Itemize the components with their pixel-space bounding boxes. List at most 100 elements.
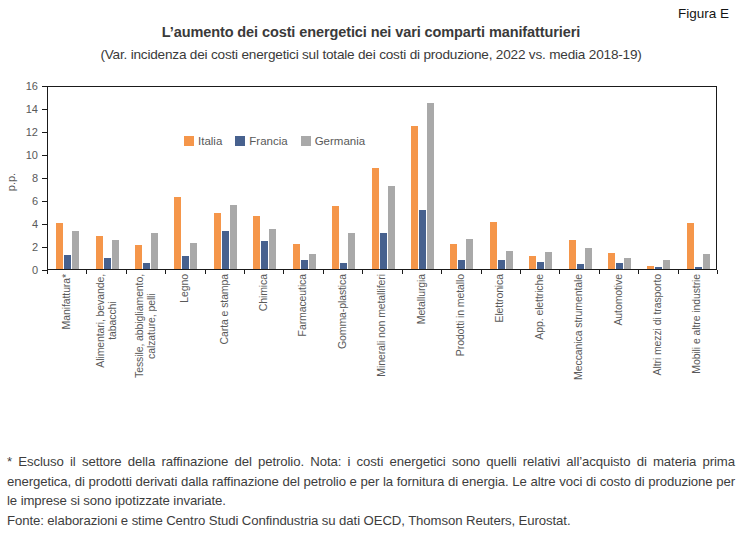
x-axis-label-cell: Tessile, abbigliamento, calzature, pelli bbox=[126, 274, 165, 426]
bar-italia bbox=[56, 223, 63, 269]
bar-italia bbox=[687, 223, 694, 269]
legend-swatch-germania bbox=[301, 136, 311, 146]
y-tick-mark bbox=[42, 201, 47, 202]
x-tick-mark bbox=[126, 270, 127, 274]
bar-italia bbox=[529, 256, 536, 269]
y-tick-mark bbox=[42, 155, 47, 156]
x-tick-mark bbox=[402, 270, 403, 274]
x-axis-label: Legno bbox=[179, 274, 191, 303]
x-axis-label: Altri mezzi di trasporto bbox=[652, 274, 664, 375]
x-axis-label: App. elettriche bbox=[534, 274, 546, 340]
x-axis-label-cell: Chimica bbox=[244, 274, 283, 426]
x-axis-label: Chimica bbox=[258, 274, 270, 311]
x-axis-label-cell: Prodotti in metallo bbox=[441, 274, 480, 426]
x-axis-label-cell: Alimentari, bevande, tabacchi bbox=[86, 274, 125, 426]
x-axis-label-cell: Meccanica strumentale bbox=[559, 274, 598, 426]
bar-italia bbox=[135, 245, 142, 269]
x-axis-label: Carta e stampa bbox=[219, 274, 231, 344]
bar-francia bbox=[222, 231, 229, 269]
y-tick-label: 0 bbox=[8, 264, 38, 276]
y-tick-mark bbox=[42, 224, 47, 225]
bar-germania bbox=[269, 229, 276, 269]
bar-germania bbox=[388, 186, 395, 269]
bar-italia bbox=[174, 197, 181, 269]
x-axis-label: Automotive bbox=[613, 274, 625, 326]
bar-germania bbox=[348, 233, 355, 269]
x-axis-label-cell: App. elettriche bbox=[520, 274, 559, 426]
y-tick-mark bbox=[42, 109, 47, 110]
y-tick-label: 8 bbox=[8, 172, 38, 184]
bar-francia bbox=[143, 263, 150, 269]
y-tick-mark bbox=[42, 132, 47, 133]
bar-francia bbox=[182, 256, 189, 269]
y-tick-mark bbox=[42, 247, 47, 248]
bar-francia bbox=[301, 260, 308, 269]
x-tick-mark bbox=[441, 270, 442, 274]
x-tick-mark bbox=[638, 270, 639, 274]
x-tick-mark bbox=[283, 270, 284, 274]
y-tick-mark bbox=[42, 86, 47, 87]
bar-francia bbox=[64, 255, 71, 269]
legend-label: Francia bbox=[249, 135, 287, 147]
bar-germania bbox=[230, 205, 237, 269]
bar-francia bbox=[340, 263, 347, 269]
bar-italia bbox=[608, 253, 615, 269]
legend-item-francia: Francia bbox=[235, 135, 287, 147]
bar-francia bbox=[537, 262, 544, 269]
bar-germania bbox=[545, 252, 552, 269]
y-tick-label: 4 bbox=[8, 218, 38, 230]
x-axis-label-cell: Metallurgia bbox=[402, 274, 441, 426]
bar-germania bbox=[466, 239, 473, 269]
x-tick-mark bbox=[520, 270, 521, 274]
legend-item-italia: Italia bbox=[184, 135, 222, 147]
x-tick-mark bbox=[323, 270, 324, 274]
x-axis-label-cell: Gomma-plastica bbox=[323, 274, 362, 426]
bar-germania bbox=[151, 233, 158, 269]
bar-italia bbox=[332, 206, 339, 269]
legend-swatch-italia bbox=[184, 136, 194, 146]
bar-italia bbox=[293, 244, 300, 269]
bar-italia bbox=[372, 168, 379, 269]
bar-germania bbox=[624, 258, 631, 270]
bar-italia bbox=[647, 266, 654, 269]
x-axis-label: Elettronica bbox=[494, 274, 506, 323]
bar-italia bbox=[96, 236, 103, 269]
x-axis-label: Gomma-plastica bbox=[337, 274, 349, 349]
x-tick-mark bbox=[678, 270, 679, 274]
legend-item-germania: Germania bbox=[301, 135, 366, 147]
x-tick-mark bbox=[165, 270, 166, 274]
bar-germania bbox=[72, 231, 79, 269]
bar-italia bbox=[450, 244, 457, 269]
y-tick-label: 14 bbox=[8, 103, 38, 115]
x-tick-mark bbox=[717, 270, 718, 274]
y-tick-label: 6 bbox=[8, 195, 38, 207]
bar-germania bbox=[112, 240, 119, 269]
bar-francia bbox=[695, 267, 702, 269]
x-tick-mark bbox=[559, 270, 560, 274]
bar-francia bbox=[261, 241, 268, 269]
x-axis-label-cell: Manifattura* bbox=[47, 274, 86, 426]
x-axis-label-cell: Automotive bbox=[599, 274, 638, 426]
y-tick-label: 16 bbox=[8, 80, 38, 92]
y-tick-label: 2 bbox=[8, 241, 38, 253]
bar-italia bbox=[214, 213, 221, 269]
bar-francia bbox=[577, 264, 584, 269]
bar-italia bbox=[411, 126, 418, 269]
legend: Italia Francia Germania bbox=[184, 135, 365, 147]
x-axis-label: Minerali non metalliferi bbox=[376, 274, 388, 377]
figure-page: Figura E L’aumento dei costi energetici … bbox=[0, 0, 742, 536]
y-tick-mark bbox=[42, 178, 47, 179]
bar-italia bbox=[569, 240, 576, 269]
x-tick-mark bbox=[599, 270, 600, 274]
x-tick-mark bbox=[481, 270, 482, 274]
bar-germania bbox=[506, 251, 513, 269]
bar-italia bbox=[490, 222, 497, 269]
legend-label: Germania bbox=[315, 135, 366, 147]
y-tick-label: 12 bbox=[8, 126, 38, 138]
footnote-block: * Escluso il settore della raffinazione … bbox=[7, 452, 735, 530]
x-axis-labels: Manifattura*Alimentari, bevande, tabacch… bbox=[47, 274, 717, 426]
x-axis-label: Metallurgia bbox=[416, 274, 428, 324]
bar-italia bbox=[253, 216, 260, 269]
x-axis-label-cell: Legno bbox=[165, 274, 204, 426]
x-tick-mark bbox=[244, 270, 245, 274]
